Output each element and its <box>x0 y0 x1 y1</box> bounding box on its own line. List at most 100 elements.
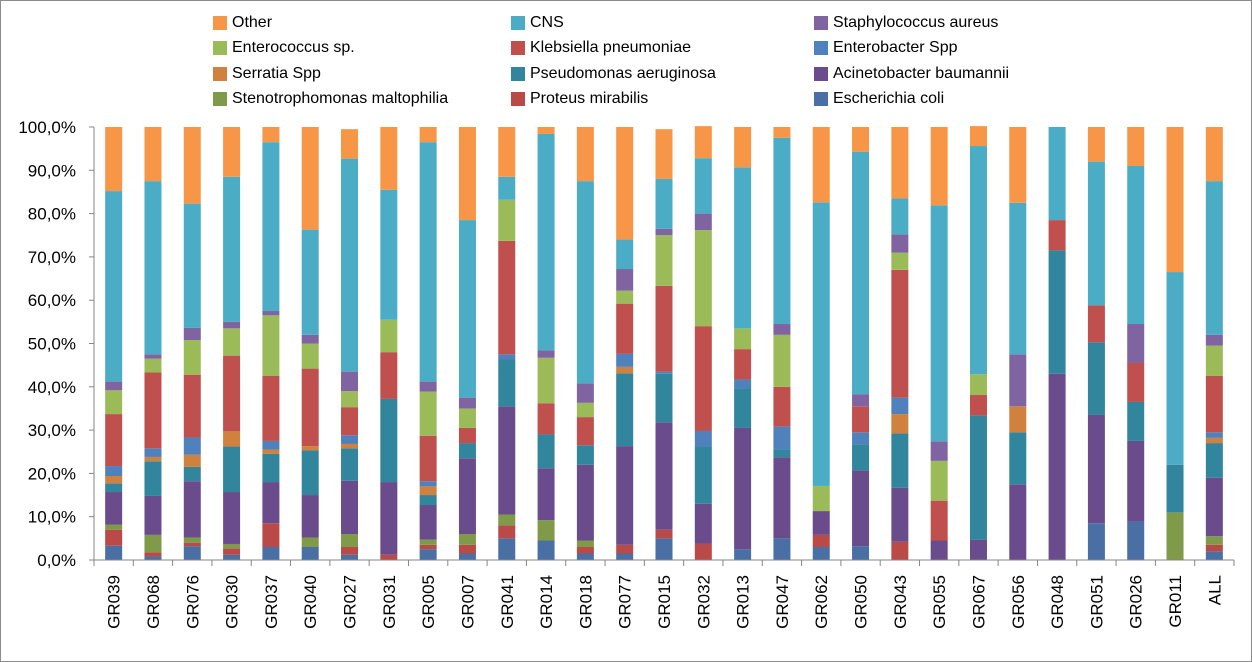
bar-segment-enterobacter-spp <box>183 437 201 455</box>
bar-segment-enterococcus-sp <box>380 319 398 353</box>
bar-segment-enterobacter-spp <box>852 432 870 445</box>
bar-segment-escherichia-coli <box>576 553 594 560</box>
bar-segment-pseudomonas-aeruginosa <box>852 444 870 471</box>
bar-segment-proteus-mirabilis <box>498 525 516 539</box>
bar-segment-escherichia-coli <box>655 538 673 560</box>
bar-segment-acinetobacter-baumannii <box>655 422 673 530</box>
bar-segment-enterococcus-sp <box>694 230 712 327</box>
bar-segment-other <box>852 127 870 152</box>
bar-segment-pseudomonas-aeruginosa <box>969 415 987 540</box>
bar-segment-cns <box>694 158 712 214</box>
bar-segment-proteus-mirabilis <box>458 544 476 554</box>
legend-label: Acinetobacter baumannii <box>833 65 1010 82</box>
legend-swatch <box>511 67 525 81</box>
bar-segment-acinetobacter-baumannii <box>1048 373 1066 560</box>
bar-stack-gr055 <box>930 127 948 560</box>
bar-segment-acinetobacter-baumannii <box>1087 414 1105 524</box>
legend-label: Enterobacter Spp <box>833 39 958 56</box>
bar-stack-gr030 <box>223 127 241 560</box>
bar-segment-escherichia-coli <box>223 554 241 560</box>
bar-segment-other <box>144 127 162 182</box>
bar-segment-cns <box>812 202 830 486</box>
legend-swatch <box>213 41 227 55</box>
bar-stack-gr018 <box>576 127 594 560</box>
bar-segment-acinetobacter-baumannii <box>576 464 594 541</box>
legend-label: Pseudomonas aeruginosa <box>530 65 716 82</box>
bar-segment-escherichia-coli <box>852 546 870 560</box>
bar-segment-cns <box>969 146 987 375</box>
bar-segment-enterobacter-spp <box>773 426 791 450</box>
legend-swatch <box>814 16 828 30</box>
y-tick-label: 40,0% <box>28 378 76 397</box>
x-tick-label: GR048 <box>1048 575 1067 629</box>
bar-segment-cns <box>655 178 673 229</box>
bar-segment-serratia-spp <box>419 486 437 496</box>
bar-segment-escherichia-coli <box>773 538 791 560</box>
bar-segment-klebsiella-pneumoniae <box>1205 375 1223 433</box>
legend-swatch <box>814 67 828 81</box>
bar-segment-proteus-mirabilis <box>616 544 634 554</box>
bar-segment-staphylococcus-aureus <box>301 334 319 344</box>
bar-segment-proteus-mirabilis <box>341 547 359 555</box>
bar-segment-cns <box>930 205 948 442</box>
bar-segment-cns <box>458 220 476 398</box>
x-tick-label: GR076 <box>183 575 202 629</box>
legend-label: Proteus mirabilis <box>530 90 649 107</box>
bar-segment-other <box>341 129 359 159</box>
legend-item-enterobacter-spp: Enterobacter Spp <box>814 38 958 58</box>
bar-segment-cns <box>419 142 437 382</box>
bar-segment-enterobacter-spp <box>616 353 634 367</box>
bar-segment-proteus-mirabilis <box>105 529 123 546</box>
bar-segment-acinetobacter-baumannii <box>498 406 516 515</box>
bar-segment-pseudomonas-aeruginosa <box>380 398 398 483</box>
bar-segment-other <box>537 127 555 134</box>
bar-segment-cns <box>1205 181 1223 335</box>
bar-segment-acinetobacter-baumannii <box>734 427 752 550</box>
bar-segment-other <box>262 127 280 143</box>
bar-segment-pseudomonas-aeruginosa <box>773 449 791 458</box>
bar-segment-enterococcus-sp <box>183 340 201 375</box>
bar-segment-other <box>498 127 516 177</box>
bar-segment-staphylococcus-aureus <box>930 441 948 461</box>
bar-segment-other <box>1087 127 1105 162</box>
bar-segment-enterococcus-sp <box>144 358 162 373</box>
bar-segment-enterobacter-spp <box>891 397 909 415</box>
bar-segment-klebsiella-pneumoniae <box>301 368 319 447</box>
bar-stack-gr011 <box>1166 127 1184 560</box>
bar-stack-gr031 <box>380 127 398 560</box>
bar-segment-proteus-mirabilis <box>144 552 162 557</box>
bar-segment-other <box>380 127 398 190</box>
bar-segment-proteus-mirabilis <box>223 548 241 555</box>
bar-segment-acinetobacter-baumannii <box>301 495 319 538</box>
bar-segment-klebsiella-pneumoniae <box>616 303 634 354</box>
bar-segment-enterococcus-sp <box>223 328 241 356</box>
bar-segment-pseudomonas-aeruginosa <box>655 373 673 423</box>
bar-segment-klebsiella-pneumoniae <box>1048 220 1066 251</box>
bar-segment-staphylococcus-aureus <box>419 381 437 392</box>
x-tick-label: GR050 <box>852 575 871 629</box>
bar-segment-klebsiella-pneumoniae <box>537 403 555 435</box>
bar-segment-escherichia-coli <box>1205 551 1223 560</box>
bar-segment-staphylococcus-aureus <box>616 269 634 291</box>
bar-segment-serratia-spp <box>105 476 123 484</box>
bar-segment-other <box>301 127 319 230</box>
bar-segment-enterobacter-spp <box>144 448 162 457</box>
bar-segment-klebsiella-pneumoniae <box>969 395 987 416</box>
bar-segment-klebsiella-pneumoniae <box>183 374 201 438</box>
legend-item-enterococcus-sp: Enterococcus sp. <box>213 38 355 58</box>
bar-segment-cns <box>576 181 594 384</box>
bar-segment-other <box>576 127 594 182</box>
bar-segment-acinetobacter-baumannii <box>1205 477 1223 537</box>
bar-segment-other <box>616 127 634 240</box>
legend-label: Stenotrophomonas maltophilia <box>232 90 449 107</box>
bar-segment-cns <box>1009 202 1027 355</box>
bar-segment-acinetobacter-baumannii <box>105 492 123 525</box>
x-tick-label: GR056 <box>1009 575 1028 629</box>
legend-swatch <box>511 92 525 106</box>
bar-stack-gr026 <box>1127 127 1145 560</box>
y-tick-label: 30,0% <box>28 421 76 440</box>
bar-segment-cns <box>891 198 909 235</box>
bar-segment-acinetobacter-baumannii <box>419 505 437 540</box>
bar-segment-pseudomonas-aeruginosa <box>1087 342 1105 415</box>
bar-segment-pseudomonas-aeruginosa <box>616 373 634 447</box>
